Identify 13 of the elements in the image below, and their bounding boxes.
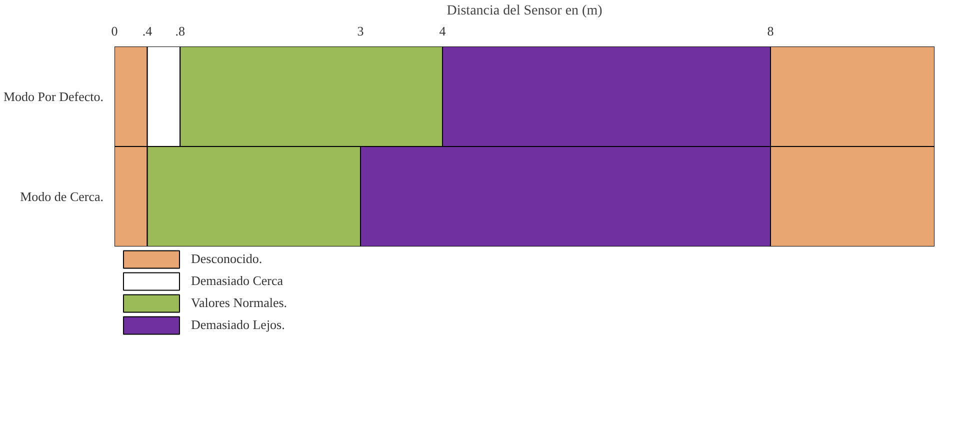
x-tick-label: .8 (175, 24, 185, 38)
legend-label: Demasiado Cerca (191, 273, 284, 289)
x-tick-label: .4 (142, 24, 153, 38)
x-tick-label: 0 (111, 24, 118, 38)
x-tick-label: 8 (767, 24, 774, 38)
y-tick-label: Modo de Cerca. (20, 189, 104, 204)
legend-label: Desconocido. (191, 251, 262, 267)
x-tick-label: 4 (439, 24, 446, 38)
legend-label: Valores Normales. (191, 295, 288, 311)
legend-label: Demasiado Lejos. (191, 317, 285, 333)
y-tick-label: Modo Por Defecto. (3, 89, 104, 104)
x-tick-label: 3 (357, 24, 364, 38)
x-axis-title: Distancia del Sensor en (m) (446, 4, 603, 18)
